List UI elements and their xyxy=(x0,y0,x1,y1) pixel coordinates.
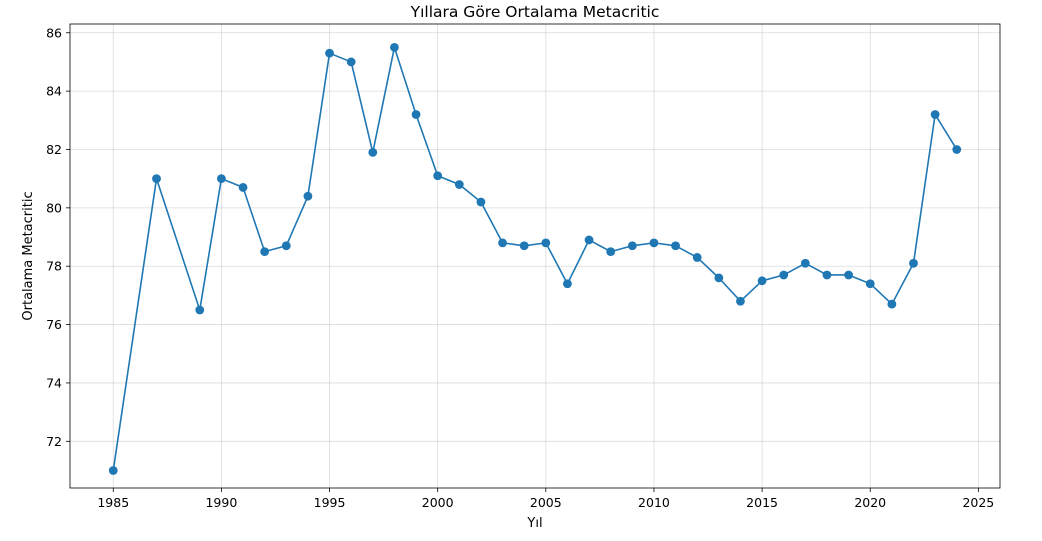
data-point xyxy=(325,48,334,58)
data-point xyxy=(909,258,918,268)
data-point xyxy=(930,110,940,119)
y-axis-title: Ortalama Metacritic xyxy=(21,191,36,320)
data-point xyxy=(822,270,832,280)
data-point xyxy=(368,148,378,157)
data-point xyxy=(476,197,486,207)
grid-lines xyxy=(70,24,1000,488)
data-point xyxy=(195,305,205,315)
data-point xyxy=(433,171,443,181)
x-tick-label: 2025 xyxy=(962,495,994,510)
data-point xyxy=(541,238,551,248)
plot-frame xyxy=(69,23,1001,489)
data-point xyxy=(303,191,313,201)
x-tick-label: 2000 xyxy=(422,495,454,510)
data-point xyxy=(584,235,594,245)
x-tick-label: 1995 xyxy=(314,495,346,510)
data-point xyxy=(736,296,745,306)
x-axis-title: Yıl xyxy=(526,516,542,531)
x-tick-label: 1990 xyxy=(205,495,237,510)
y-tick-label: 86 xyxy=(46,25,62,40)
data-point xyxy=(627,241,637,251)
y-tick-label: 80 xyxy=(46,200,62,215)
y-tick-label: 76 xyxy=(46,317,62,332)
data-point xyxy=(714,273,724,283)
data-point xyxy=(779,270,789,280)
data-point xyxy=(108,466,118,475)
data-point xyxy=(649,238,659,248)
data-point xyxy=(216,174,226,184)
data-point xyxy=(390,42,399,52)
data-point xyxy=(281,241,291,251)
data-point xyxy=(800,258,810,268)
data-point xyxy=(519,241,529,251)
data-point xyxy=(865,279,875,289)
x-tick-label: 2010 xyxy=(638,495,670,510)
data-point xyxy=(844,270,854,280)
axis-ticks: 1985 1990 1995 2000 2005 2010 2015 2020 2025 72 74… xyxy=(46,25,994,510)
y-tick-label: 84 xyxy=(46,84,62,99)
data-point xyxy=(346,57,356,67)
series-line xyxy=(112,46,958,471)
x-tick-label: 1985 xyxy=(97,495,129,510)
y-tick-label: 74 xyxy=(46,375,62,390)
y-tick-label: 72 xyxy=(46,434,62,449)
data-point xyxy=(757,276,767,286)
data-point xyxy=(887,299,897,309)
data-point xyxy=(454,180,464,189)
data-point xyxy=(563,279,572,289)
chart-title: Yıllara Göre Ortalama Metacritic xyxy=(410,3,660,21)
data-point xyxy=(498,238,507,248)
x-tick-label: 2020 xyxy=(854,495,886,510)
x-tick-label: 2005 xyxy=(530,495,562,510)
data-point xyxy=(671,241,680,251)
data-point xyxy=(606,247,616,257)
x-tick-label: 2015 xyxy=(746,495,778,510)
data-point xyxy=(411,110,421,119)
data-point xyxy=(692,253,702,262)
y-tick-label: 78 xyxy=(46,259,62,274)
series-layer xyxy=(108,42,962,475)
data-point xyxy=(260,247,270,257)
y-tick-label: 82 xyxy=(46,142,62,157)
data-point xyxy=(952,145,962,154)
data-point xyxy=(152,174,161,184)
data-point xyxy=(238,183,248,192)
